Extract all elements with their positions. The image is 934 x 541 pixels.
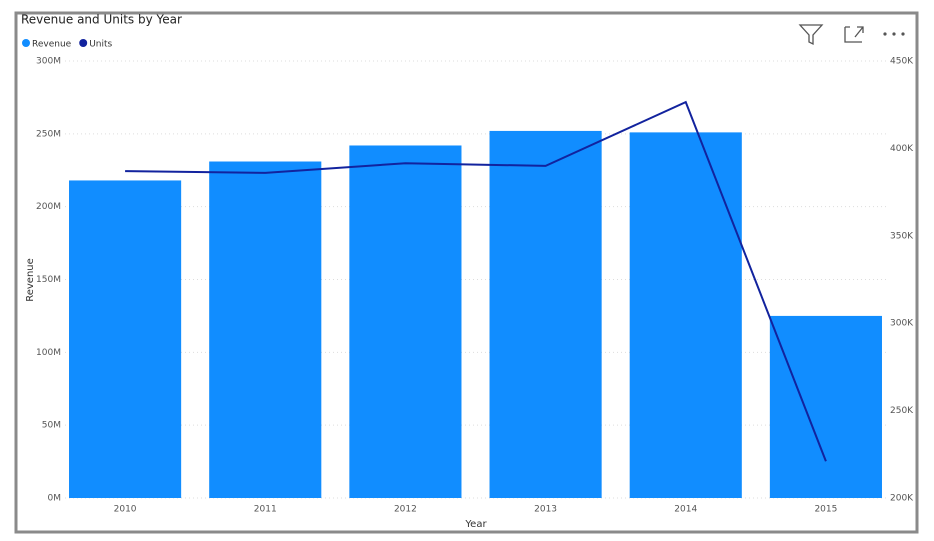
y-axis-title: Revenue (25, 258, 36, 302)
x-tick-label: 2011 (254, 505, 277, 515)
bar (629, 132, 742, 499)
y-tick-label: 150M (36, 275, 61, 285)
filter-icon[interactable] (798, 24, 824, 46)
x-tick-label: 2014 (674, 505, 697, 515)
bar (489, 130, 602, 499)
x-tick-label: 2010 (114, 505, 137, 515)
legend-marker (79, 39, 88, 47)
focus-mode-icon[interactable] (844, 26, 864, 43)
x-tick-label: 2015 (814, 505, 837, 515)
y2-tick-label: 200K (890, 494, 914, 504)
y-tick-label: 250M (36, 129, 61, 139)
legend-label: Units (89, 40, 112, 50)
x-tick-label: 2012 (394, 505, 417, 515)
y-tick-label: 100M (36, 348, 61, 358)
y-tick-label: 0M (48, 494, 62, 504)
bar (349, 145, 462, 498)
bar (769, 315, 882, 498)
y2-tick-label: 450K (890, 57, 914, 67)
y2-tick-label: 300K (890, 319, 914, 329)
y-tick-label: 300M (36, 57, 61, 67)
y-tick-label: 50M (42, 421, 61, 431)
y2-tick-label: 400K (890, 144, 914, 154)
more-options-icon[interactable] (883, 32, 905, 36)
line (125, 100, 827, 462)
chart-title: Revenue and Units by Year (21, 13, 182, 27)
bar (209, 161, 322, 498)
legend-marker (22, 39, 30, 47)
x-axis-title: Year (464, 519, 487, 530)
legend-label: Revenue (32, 40, 72, 50)
y2-tick-label: 350K (890, 231, 914, 241)
y2-tick-label: 250K (890, 406, 914, 416)
legend: Revenue Units (22, 39, 113, 50)
bar (69, 180, 182, 499)
y-tick-label: 200M (36, 202, 61, 212)
x-tick-label: 2013 (534, 505, 557, 515)
